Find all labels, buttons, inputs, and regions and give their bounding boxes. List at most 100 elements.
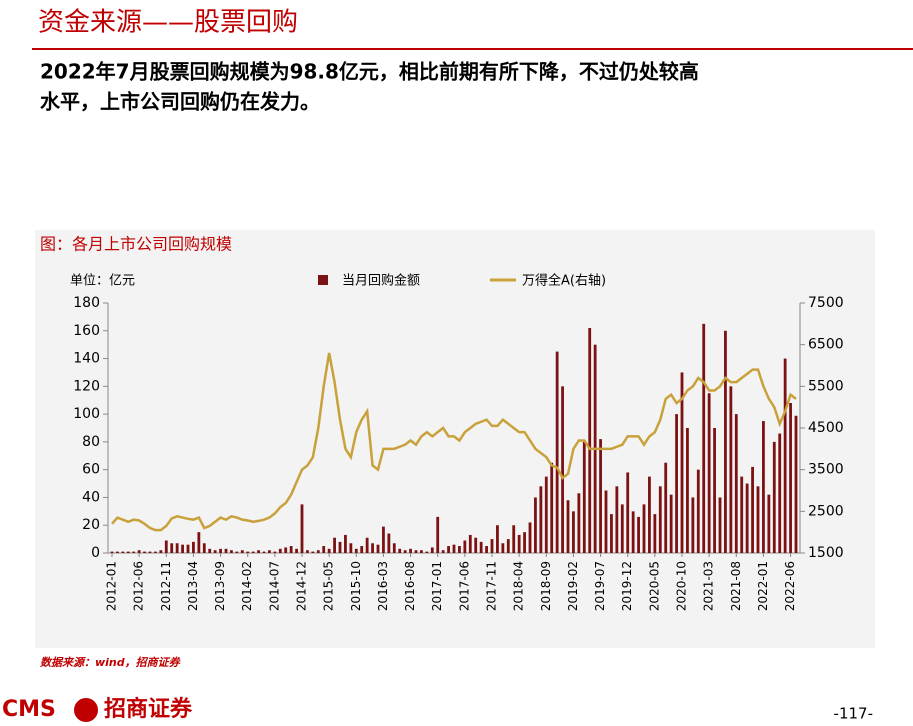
x-tick-label: 2014-07: [267, 561, 281, 611]
bar: [648, 476, 651, 553]
bar: [306, 550, 309, 553]
bar: [637, 516, 640, 553]
bar: [316, 550, 320, 553]
bar: [756, 486, 760, 553]
x-tick-label: 2013-04: [186, 561, 200, 611]
bar: [762, 421, 765, 553]
bar: [230, 550, 233, 553]
unit-label: 单位：亿元: [70, 274, 135, 289]
x-tick-label: 2017-11: [485, 561, 499, 611]
bar: [767, 494, 771, 553]
bar: [197, 532, 201, 553]
bar: [550, 462, 554, 553]
bar: [680, 372, 684, 553]
x-tick-label: 2017-01: [430, 561, 444, 611]
bar: [387, 533, 391, 553]
bar: [702, 323, 706, 553]
x-tick-label: 2016-08: [403, 561, 417, 611]
y-tick-label: 60: [82, 462, 100, 478]
bar: [620, 504, 624, 553]
bar: [577, 493, 581, 553]
bar: [610, 514, 613, 553]
bar: [783, 358, 787, 553]
bar: [213, 550, 217, 553]
bar: [278, 548, 282, 553]
bar: [289, 546, 293, 553]
bar: [311, 551, 315, 553]
bar: [137, 550, 141, 553]
bar: [479, 541, 483, 553]
x-tick-label: 2021-08: [729, 561, 743, 611]
y-tick-label: 160: [73, 323, 100, 339]
bar: [572, 511, 575, 553]
bar: [534, 497, 537, 553]
bar: [528, 522, 532, 553]
x-tick-label: 2014-12: [295, 561, 309, 611]
y-tick-label: 40: [82, 489, 100, 505]
bar: [257, 550, 260, 553]
y-tick-label: 20: [82, 517, 100, 533]
bar: [420, 550, 423, 553]
bar: [246, 551, 250, 553]
bar: [604, 490, 608, 553]
bar: [365, 537, 369, 553]
bar: [658, 486, 662, 553]
bar: [154, 551, 157, 553]
x-tick-label: 2015-10: [349, 561, 363, 611]
bar: [490, 539, 494, 553]
legend-label: 万得全A(右轴): [522, 273, 606, 289]
bar: [772, 441, 776, 553]
bar: [143, 551, 146, 553]
bar: [170, 543, 174, 553]
bar: [430, 547, 434, 553]
y2-tick-label: 6500: [808, 337, 844, 353]
x-tick-label: 2018-04: [512, 561, 526, 611]
bar: [240, 550, 244, 553]
bar: [642, 504, 646, 553]
bar: [409, 548, 412, 553]
bar: [561, 386, 564, 553]
plot: 0 20 40 60 80 100 120 140 160 180 1500 2500 3500 4500…: [73, 273, 843, 612]
x-tick-label: 2015-05: [322, 561, 336, 611]
bar: [344, 534, 347, 553]
bar: [626, 472, 630, 553]
bar: [349, 543, 353, 553]
bar: [734, 414, 738, 553]
y2-tick-label: 1500: [808, 545, 844, 561]
y-tick-label: 180: [73, 295, 100, 311]
page-number: -117-: [834, 705, 873, 723]
bar: [333, 537, 336, 553]
bar: [116, 551, 119, 553]
bar: [164, 540, 168, 553]
bar: [159, 550, 163, 553]
bar: [669, 494, 673, 553]
bar: [392, 543, 396, 553]
bar: [181, 544, 184, 553]
bar: [664, 462, 668, 553]
bar: [724, 330, 727, 553]
bar: [539, 486, 543, 553]
bar: [745, 483, 749, 553]
bar: [126, 551, 130, 553]
logo-text: CMS: [2, 697, 56, 722]
bar: [354, 548, 358, 553]
x-tick-label: 2013-09: [213, 561, 227, 611]
bar: [338, 541, 342, 553]
y2-tick-label: 2500: [808, 503, 844, 519]
bar: [268, 550, 271, 553]
bar: [398, 548, 402, 553]
chart-title: 图：各月上市公司回购规模: [40, 235, 232, 254]
bar: [740, 476, 744, 553]
bar: [327, 548, 331, 553]
bar: [599, 439, 602, 553]
bar: [789, 403, 792, 553]
x-tick-label: 2017-06: [457, 561, 471, 611]
bar: [262, 551, 266, 553]
x-tick-label: 2022-01: [756, 561, 770, 611]
bar: [452, 544, 456, 553]
bar: [403, 550, 407, 553]
subtitle: 2022年7月股票回购规模为98.8亿元，相比前期有所下降，不过仍处较高: [40, 60, 699, 84]
bar: [794, 415, 798, 553]
bar: [501, 543, 505, 553]
bar: [322, 546, 326, 553]
